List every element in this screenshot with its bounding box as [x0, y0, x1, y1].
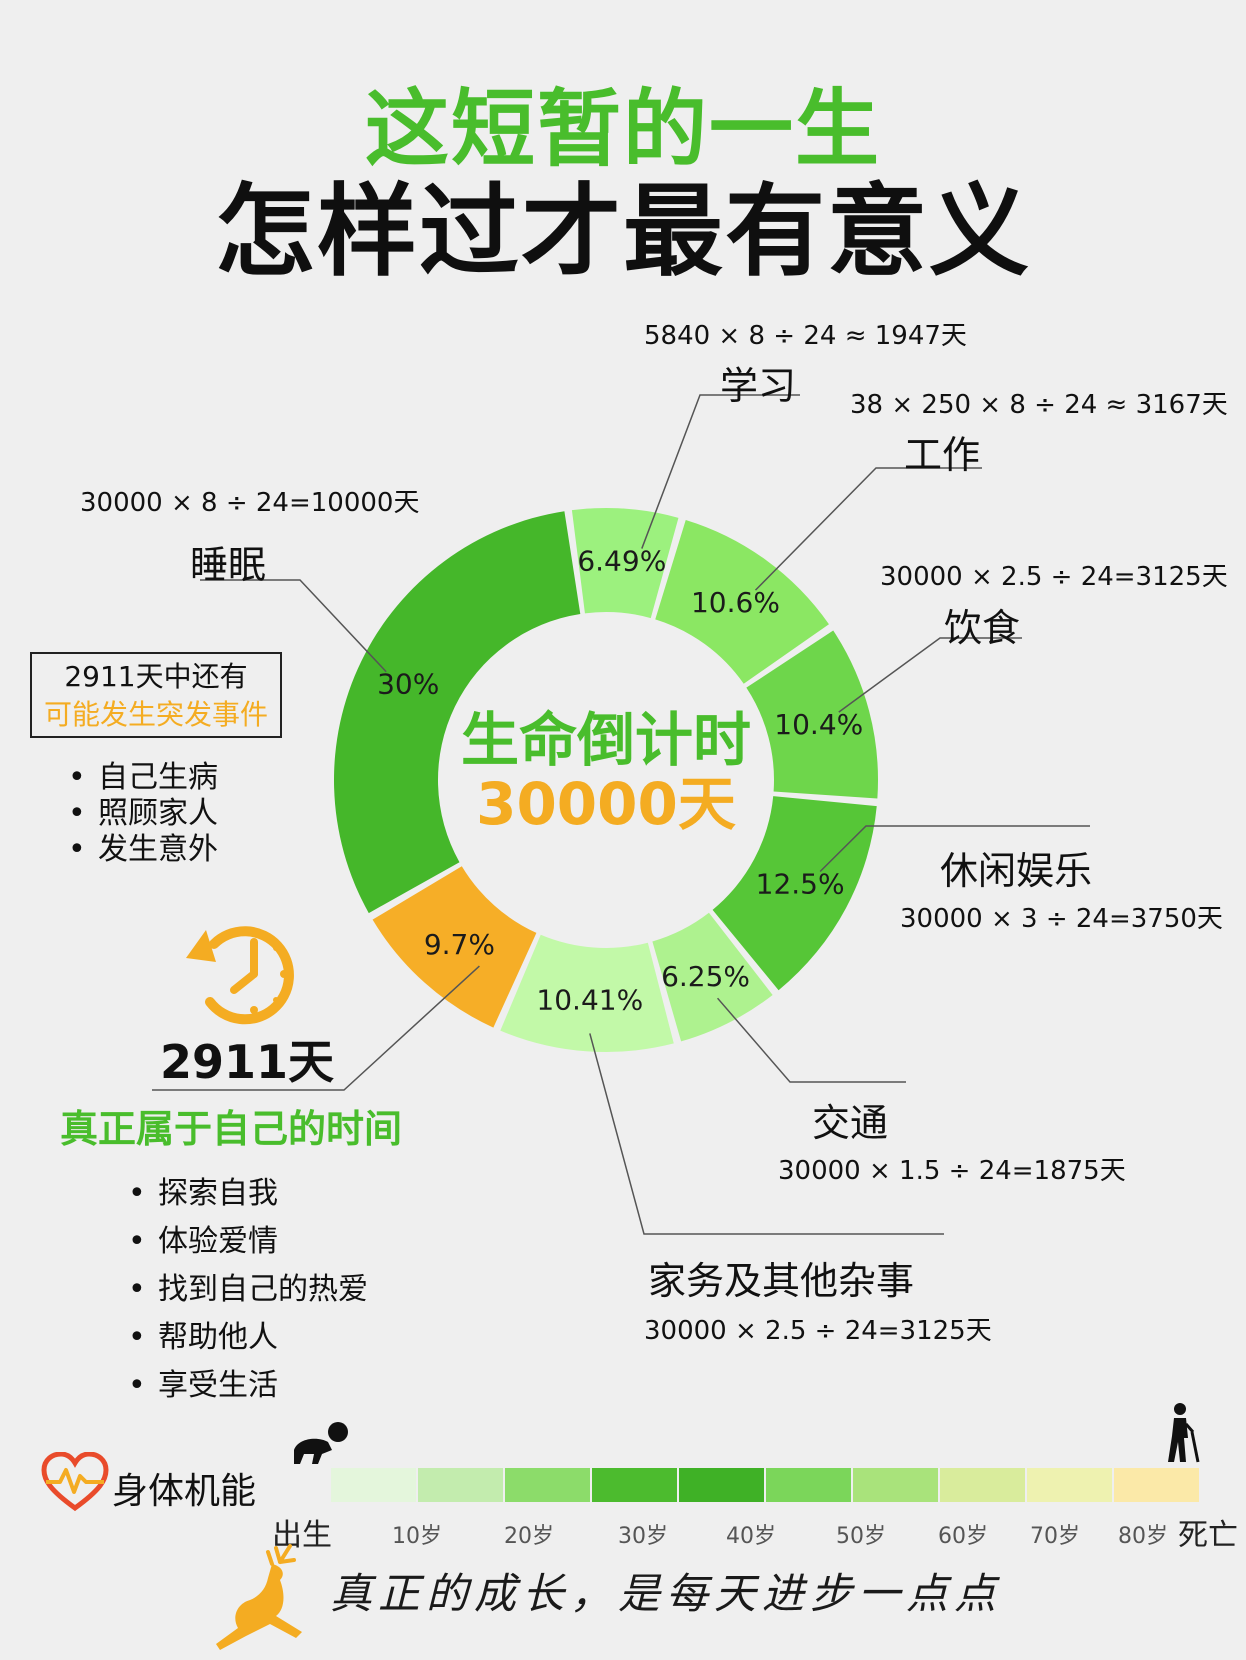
label-study: 学习 [720, 364, 797, 408]
heartbeat-icon [41, 1452, 109, 1512]
center-value: 30000天 [476, 770, 736, 838]
label-chores: 家务及其他杂事 [648, 1259, 915, 1303]
leader-line-leisure [819, 825, 1090, 873]
formula-transport: 30000 × 1.5 ÷ 24=1875天 [778, 1156, 1126, 1186]
list-item: 自己生病 [68, 760, 218, 796]
leader-line-chores [589, 1033, 944, 1235]
pct-label-chores: 10.41% [536, 983, 643, 1016]
list-item: 帮助他人 [128, 1314, 368, 1362]
pct-label-food: 10.4% [774, 708, 863, 741]
age-tick: 50岁 [836, 1524, 886, 1549]
leader-line-food [838, 637, 1022, 713]
crawling-baby-icon [294, 1422, 348, 1464]
clock-countdown-icon [186, 926, 294, 1025]
label-transport: 交通 [812, 1101, 889, 1145]
list-item: 享受生活 [128, 1362, 368, 1410]
slice-leisure [712, 796, 877, 991]
leader-line-transport [716, 997, 906, 1083]
body-function-segment [1027, 1468, 1112, 1502]
body-function-segment [592, 1468, 677, 1502]
body-function-segment [505, 1468, 590, 1502]
list-item: 发生意外 [68, 832, 218, 868]
risk-list: 自己生病 照顾家人 发生意外 [68, 760, 218, 868]
pct-label-work: 10.6% [691, 586, 780, 619]
body-function-segment [1114, 1468, 1199, 1502]
age-tick: 40岁 [726, 1524, 776, 1549]
pct-label-own-time: 9.7% [424, 928, 495, 961]
pct-label-study: 6.49% [577, 545, 666, 578]
slice-work [655, 519, 829, 684]
body-function-segment [418, 1468, 503, 1502]
label-leisure: 休闲娱乐 [940, 849, 1093, 893]
label-food: 饮食 [944, 606, 1021, 650]
list-item: 探索自我 [128, 1170, 368, 1218]
death-label: 死亡 [1178, 1518, 1238, 1553]
age-tick: 80岁 [1118, 1524, 1168, 1549]
center-label: 生命倒计时 [461, 706, 751, 774]
formula-study: 5840 × 8 ÷ 24 ≈ 1947天 [644, 321, 967, 351]
leaping-deer-icon [216, 1544, 302, 1650]
body-function-segment [940, 1468, 1025, 1502]
pct-label-transport: 6.25% [661, 960, 750, 993]
leader-line-work [754, 467, 982, 591]
slice-transport [652, 912, 773, 1042]
body-function-bar [331, 1468, 1199, 1502]
body-function-segment [766, 1468, 851, 1502]
list-item: 体验爱情 [128, 1218, 368, 1266]
motto: 真正的成长，是每天进步一点点 [330, 1569, 1003, 1618]
body-function-label: 身体机能 [112, 1471, 257, 1512]
age-tick: 20岁 [504, 1524, 554, 1549]
list-item: 找到自己的热爱 [128, 1266, 368, 1314]
list-item: 照顾家人 [68, 796, 218, 832]
formula-work: 38 × 250 × 8 ÷ 24 ≈ 3167天 [850, 390, 1228, 420]
slice-study [571, 508, 679, 619]
leader-line-own-time [152, 965, 480, 1091]
body-function-segment [853, 1468, 938, 1502]
age-tick: 10岁 [392, 1524, 442, 1549]
formula-food: 30000 × 2.5 ÷ 24=3125天 [880, 562, 1228, 592]
own-time-list: 探索自我 体验爱情 找到自己的热爱 帮助他人 享受生活 [128, 1170, 368, 1410]
own-time-days: 2911天 [160, 1035, 335, 1089]
slice-food [746, 630, 878, 799]
body-function-segment [679, 1468, 764, 1502]
pct-label-sleep: 30% [377, 668, 439, 701]
age-tick: 70岁 [1030, 1524, 1080, 1549]
birth-label: 出生 [272, 1518, 332, 1553]
title-line-1: 这短暂的一生 [364, 80, 881, 178]
slice-chores [500, 934, 674, 1053]
label-work: 工作 [904, 433, 981, 477]
age-tick: 60岁 [938, 1524, 988, 1549]
elderly-person-icon [1168, 1403, 1200, 1463]
age-tick: 30岁 [618, 1524, 668, 1549]
emergency-note-box: 2911天中还有 可能发生突发事件 [30, 652, 282, 738]
slice-sleep [334, 511, 581, 914]
body-function-segment [331, 1468, 416, 1502]
leader-line-study [641, 394, 800, 549]
formula-leisure: 30000 × 3 ÷ 24=3750天 [900, 904, 1223, 934]
formula-chores: 30000 × 2.5 ÷ 24=3125天 [644, 1316, 992, 1346]
title-line-2: 怎样过才最有意义 [215, 173, 1031, 290]
leader-line-sleep [200, 579, 387, 673]
own-time-caption: 真正属于自己的时间 [60, 1107, 403, 1151]
pct-label-leisure: 12.5% [756, 868, 845, 901]
formula-sleep: 30000 × 8 ÷ 24=10000天 [80, 488, 420, 518]
slice-own-time [372, 866, 537, 1028]
label-sleep: 睡眠 [190, 543, 267, 587]
note-line-2: 可能发生突发事件 [43, 698, 268, 731]
note-line-1: 2911天中还有 [64, 660, 248, 693]
